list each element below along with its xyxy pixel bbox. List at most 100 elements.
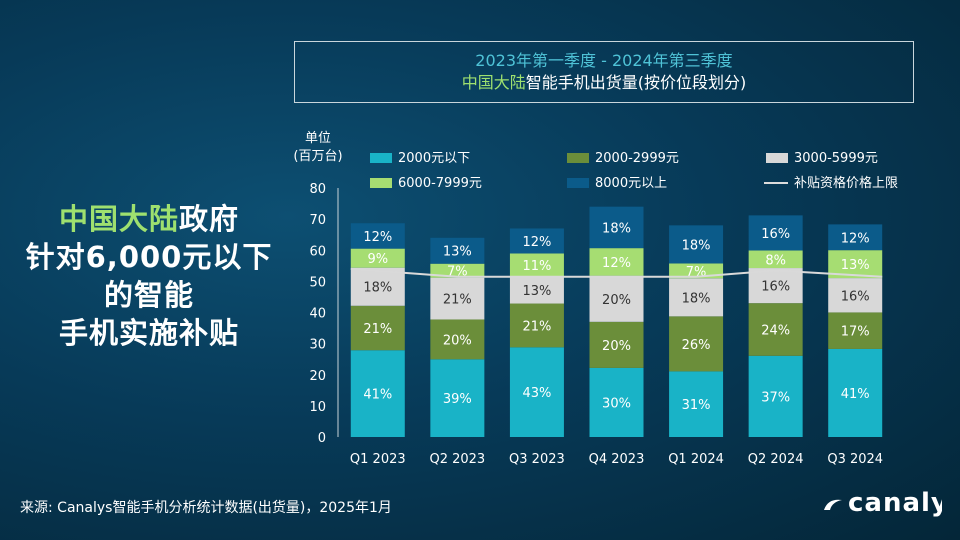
legend-label-seg1: 2000元以下 bbox=[398, 151, 471, 166]
data-label: 20% bbox=[602, 293, 631, 308]
y-tick-label: 10 bbox=[309, 400, 326, 415]
legend-item-seg2: 2000-2999元 bbox=[567, 151, 679, 167]
data-label: 24% bbox=[761, 323, 790, 338]
y-tick-label: 40 bbox=[309, 307, 326, 322]
legend-label-seg4: 6000-7999元 bbox=[398, 176, 482, 191]
data-label: 18% bbox=[363, 281, 392, 296]
x-tick-label: Q1 2024 bbox=[668, 452, 724, 467]
data-label: 39% bbox=[443, 392, 472, 407]
legend-swatch-seg1 bbox=[370, 152, 392, 163]
chart-title-highlight: 中国大陆 bbox=[461, 73, 526, 92]
legend-item-seg3: 3000-5999元 bbox=[766, 151, 878, 167]
legend-swatch-seg2 bbox=[567, 152, 589, 163]
bar-segment bbox=[669, 263, 724, 279]
unit-line2: (百万台) bbox=[293, 149, 343, 164]
legend-item-seg1: 2000元以下 bbox=[370, 151, 470, 167]
legend-label-seg5: 8000元以上 bbox=[595, 176, 668, 191]
canalys-logo: canalys bbox=[822, 490, 942, 520]
data-label: 18% bbox=[602, 221, 631, 236]
bar-segment bbox=[509, 253, 564, 277]
legend-item-seg4: 6000-7999元 bbox=[370, 176, 482, 192]
bar-segment bbox=[748, 355, 803, 437]
y-tick-label: 20 bbox=[309, 369, 326, 384]
bar-segment bbox=[430, 319, 485, 360]
data-label: 13% bbox=[522, 284, 551, 299]
bar-segment bbox=[589, 367, 644, 437]
bar-segment bbox=[828, 224, 883, 251]
data-label: 12% bbox=[602, 256, 631, 271]
data-label: 8% bbox=[765, 253, 786, 268]
bar-segment bbox=[669, 278, 724, 317]
y-tick-label: 60 bbox=[309, 244, 326, 259]
data-label: 13% bbox=[443, 245, 472, 260]
data-label: 12% bbox=[522, 235, 551, 250]
bar-segment bbox=[748, 303, 803, 356]
data-label: 17% bbox=[841, 325, 870, 340]
data-label: 21% bbox=[363, 322, 392, 337]
data-label: 16% bbox=[841, 289, 870, 304]
y-tick-label: 30 bbox=[309, 338, 326, 353]
data-label: 21% bbox=[522, 319, 551, 334]
data-label: 13% bbox=[841, 258, 870, 273]
data-label: 20% bbox=[602, 339, 631, 354]
bar-segment bbox=[669, 371, 724, 437]
bar-segment bbox=[509, 228, 564, 254]
y-tick-label: 80 bbox=[309, 182, 326, 197]
data-label: 16% bbox=[761, 280, 790, 295]
bar-segment bbox=[430, 277, 485, 320]
x-tick-label: Q3 2023 bbox=[509, 452, 565, 467]
bar-segment bbox=[828, 312, 883, 349]
bar-segment bbox=[748, 215, 803, 251]
bar-segment bbox=[828, 348, 883, 437]
callout-line1-rest: 政府 bbox=[179, 202, 240, 236]
bar-segment bbox=[748, 268, 803, 304]
data-label: 41% bbox=[363, 388, 392, 403]
data-label: 30% bbox=[602, 396, 631, 411]
legend-label-seg2: 2000-2999元 bbox=[595, 151, 679, 166]
legend-swatch-seg4 bbox=[370, 177, 392, 188]
bar-segment bbox=[589, 321, 644, 368]
bar-segment bbox=[669, 225, 724, 264]
bar-segment bbox=[589, 206, 644, 249]
legend-item-limit-line: 补贴资格价格上限 bbox=[764, 176, 898, 192]
canalys-logo-icon bbox=[824, 499, 842, 510]
data-label: 11% bbox=[522, 259, 551, 274]
callout-highlight: 中国大陆 bbox=[58, 202, 179, 236]
data-label: 26% bbox=[682, 338, 711, 353]
x-tick-label: Q2 2023 bbox=[429, 452, 485, 467]
data-label: 12% bbox=[841, 231, 870, 246]
callout-line2: 针对6,000元以下 bbox=[25, 240, 273, 274]
data-label: 20% bbox=[443, 333, 472, 348]
bar-segment bbox=[430, 237, 485, 264]
bar-segment bbox=[589, 275, 644, 322]
chart-title-line1: 2023年第一季度 - 2024年第三季度 bbox=[475, 51, 733, 70]
legend-swatch-limit-line bbox=[764, 181, 788, 184]
chart-title-line2: 中国大陆智能手机出货量(按价位段划分) bbox=[295, 72, 913, 94]
callout-line3: 的智能 bbox=[103, 278, 194, 312]
x-tick-label: Q3 2024 bbox=[827, 452, 883, 467]
data-label: 43% bbox=[522, 386, 551, 401]
source-note: 来源: Canalys智能手机分析统计数据(出货量)，2025年1月 bbox=[20, 500, 392, 516]
legend-swatch-seg3 bbox=[766, 152, 788, 163]
bar-segment bbox=[589, 248, 644, 276]
subsidy-callout: 中国大陆政府 针对6,000元以下 的智能 手机实施补贴 bbox=[14, 200, 284, 352]
data-label: 12% bbox=[363, 230, 392, 245]
x-tick-label: Q4 2023 bbox=[589, 452, 645, 467]
y-axis-unit: 单位 (百万台) bbox=[283, 130, 353, 166]
data-label: 37% bbox=[761, 390, 790, 405]
unit-line1: 单位 bbox=[304, 131, 331, 146]
bar-segment bbox=[748, 250, 803, 269]
y-tick-label: 0 bbox=[318, 431, 326, 446]
x-tick-label: Q2 2024 bbox=[748, 452, 804, 467]
bar-segment bbox=[669, 316, 724, 372]
bar-segment bbox=[350, 350, 405, 437]
data-label: 21% bbox=[443, 293, 472, 308]
y-tick-label: 50 bbox=[309, 275, 326, 290]
data-label: 16% bbox=[761, 227, 790, 242]
legend-item-seg5: 8000元以上 bbox=[567, 176, 667, 192]
x-tick-label: Q1 2023 bbox=[350, 452, 406, 467]
y-tick-label: 70 bbox=[309, 213, 326, 228]
bar-segment bbox=[350, 305, 405, 351]
legend-swatch-seg5 bbox=[567, 177, 589, 188]
